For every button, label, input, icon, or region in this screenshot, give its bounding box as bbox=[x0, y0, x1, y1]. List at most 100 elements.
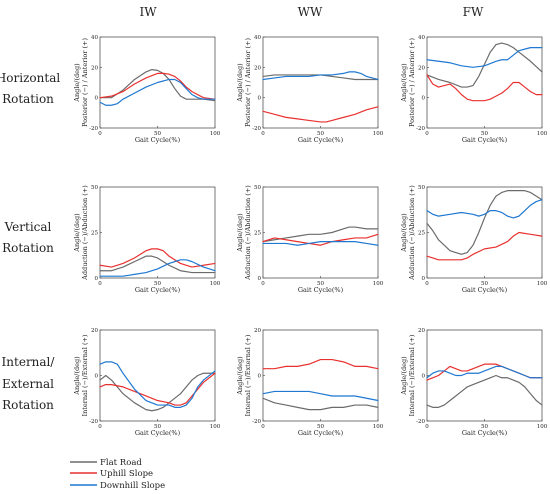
y-tick-label: 40 bbox=[254, 35, 261, 41]
y-tick-label: -20 bbox=[416, 419, 425, 425]
row-label-2-line-0: Internal/ bbox=[2, 355, 56, 369]
y-tick-label: 40 bbox=[91, 35, 98, 41]
y-axis-label-line-1: Adduction (−)/Abduction (+) bbox=[244, 185, 252, 281]
y-axis-label-line-0: Angle/(deg) bbox=[400, 63, 408, 103]
y-axis-label-line-0: Angle/(deg) bbox=[73, 213, 81, 253]
row-label-1-line-0: Vertical bbox=[4, 220, 52, 234]
column-header-fw: FW bbox=[463, 5, 484, 19]
row-label-2-line-1: External bbox=[2, 377, 54, 391]
series-line-downhill-slope bbox=[426, 199, 543, 219]
y-tick-label: 25 bbox=[91, 231, 98, 237]
x-tick-label: 100 bbox=[210, 281, 221, 287]
y-tick-label: 25 bbox=[254, 231, 261, 237]
x-tick-label: 0 bbox=[98, 131, 102, 137]
x-tick-label: 100 bbox=[373, 424, 384, 430]
x-tick-label: 100 bbox=[537, 281, 548, 287]
y-axis-label-line-1: Adduction (−)/Abduction (+) bbox=[408, 185, 416, 281]
y-axis-label-line-1: Posterior (−) / Anterior (+) bbox=[244, 38, 252, 128]
y-tick-label: 20 bbox=[418, 65, 425, 71]
y-tick-label: 0 bbox=[422, 276, 426, 282]
series-line-uphill-slope bbox=[99, 372, 216, 406]
y-tick-label: 0 bbox=[422, 96, 426, 102]
y-tick-label: 0 bbox=[95, 96, 99, 102]
x-tick-label: 50 bbox=[154, 281, 161, 287]
y-axis-label-line-0: Angle/(deg) bbox=[73, 63, 81, 103]
plot-frame bbox=[426, 36, 543, 129]
y-axis-label-line-1: Internal (−)/External (+) bbox=[81, 334, 89, 416]
y-tick-label: -20 bbox=[416, 126, 425, 132]
x-tick-label: 50 bbox=[317, 131, 324, 137]
y-axis-label-line-0: Angle/(deg) bbox=[236, 356, 244, 396]
chart-panel-r1-c0: 0 25 50 0 50 100 Gait Cycle(%) Angle/(deg) Adduc… bbox=[73, 185, 221, 294]
x-axis-label: Gait Cycle(%) bbox=[462, 429, 508, 437]
y-tick-label: 0 bbox=[258, 96, 262, 102]
y-tick-label: -20 bbox=[252, 126, 261, 132]
x-tick-label: 100 bbox=[537, 424, 548, 430]
chart-panel-r1-c1: 0 25 50 0 50 100 Gait Cycle(%) Angle/(deg) Adduc… bbox=[236, 185, 384, 294]
series-line-flat-road bbox=[262, 397, 379, 411]
plot-frame bbox=[262, 329, 379, 422]
y-tick-label: 50 bbox=[254, 185, 261, 191]
y-axis-label-line-1: Posterior (−) / Anterior (+) bbox=[408, 38, 416, 128]
series-line-uphill-slope bbox=[262, 358, 379, 370]
y-tick-label: 0 bbox=[258, 276, 262, 282]
x-tick-label: 0 bbox=[261, 131, 265, 137]
y-tick-label: 50 bbox=[418, 185, 425, 191]
y-tick-label: 20 bbox=[91, 328, 98, 334]
series-line-flat-road bbox=[426, 190, 543, 255]
series-line-downhill-slope bbox=[99, 259, 216, 277]
x-tick-label: 0 bbox=[425, 281, 429, 287]
row-label-0-line-0: Horizontal bbox=[0, 71, 60, 85]
x-tick-label: 0 bbox=[425, 424, 429, 430]
row-label-0-line-1: Rotation bbox=[2, 92, 54, 106]
x-tick-label: 100 bbox=[210, 424, 221, 430]
series-line-downhill-slope bbox=[99, 78, 216, 106]
row-label-1-line-1: Rotation bbox=[2, 241, 54, 255]
series-line-downhill-slope bbox=[262, 241, 379, 246]
x-tick-label: 50 bbox=[154, 424, 161, 430]
y-tick-label: 0 bbox=[422, 374, 426, 380]
chart-panel-r1-c2: 0 25 50 0 50 100 Gait Cycle(%) Angle/(deg) Adduc… bbox=[400, 185, 548, 294]
series-line-uphill-slope bbox=[99, 72, 216, 100]
series-line-uphill-slope bbox=[262, 233, 379, 246]
x-tick-label: 0 bbox=[98, 281, 102, 287]
series-line-uphill-slope bbox=[262, 106, 379, 123]
x-tick-label: 0 bbox=[98, 424, 102, 430]
series-line-downhill-slope bbox=[262, 390, 379, 402]
y-tick-label: 20 bbox=[254, 65, 261, 71]
column-header-ww: WW bbox=[298, 5, 323, 19]
row-label-2-line-2: Rotation bbox=[2, 398, 54, 412]
x-axis-label: Gait Cycle(%) bbox=[135, 286, 181, 294]
column-header-iw: IW bbox=[139, 5, 157, 19]
y-axis-label-line-0: Angle/(deg) bbox=[73, 356, 81, 396]
y-tick-label: 20 bbox=[254, 328, 261, 334]
x-tick-label: 50 bbox=[481, 424, 488, 430]
series-line-downhill-slope bbox=[99, 361, 216, 408]
series-line-downhill-slope bbox=[262, 71, 379, 81]
y-axis-label-line-1: Internal (−)/External (+) bbox=[408, 334, 416, 416]
plot-frame bbox=[262, 186, 379, 279]
y-axis-label-line-0: Angle/(deg) bbox=[236, 63, 244, 103]
x-tick-label: 50 bbox=[481, 281, 488, 287]
y-tick-label: 20 bbox=[91, 65, 98, 71]
y-tick-label: 40 bbox=[418, 35, 425, 41]
series-line-flat-road bbox=[426, 374, 543, 408]
plot-frame bbox=[426, 186, 543, 279]
series-line-uphill-slope bbox=[426, 363, 543, 381]
x-axis-label: Gait Cycle(%) bbox=[135, 429, 181, 437]
y-axis-label-line-1: Posterior (−) / Anterior (+) bbox=[81, 38, 89, 128]
series-line-uphill-slope bbox=[426, 74, 543, 102]
series-line-downhill-slope bbox=[426, 47, 543, 68]
series-line-flat-road bbox=[262, 226, 379, 243]
legend-label-downhill-slope: Downhill Slope bbox=[100, 481, 165, 491]
y-axis-label-line-0: Angle/(deg) bbox=[236, 213, 244, 253]
y-tick-label: 0 bbox=[95, 374, 99, 380]
